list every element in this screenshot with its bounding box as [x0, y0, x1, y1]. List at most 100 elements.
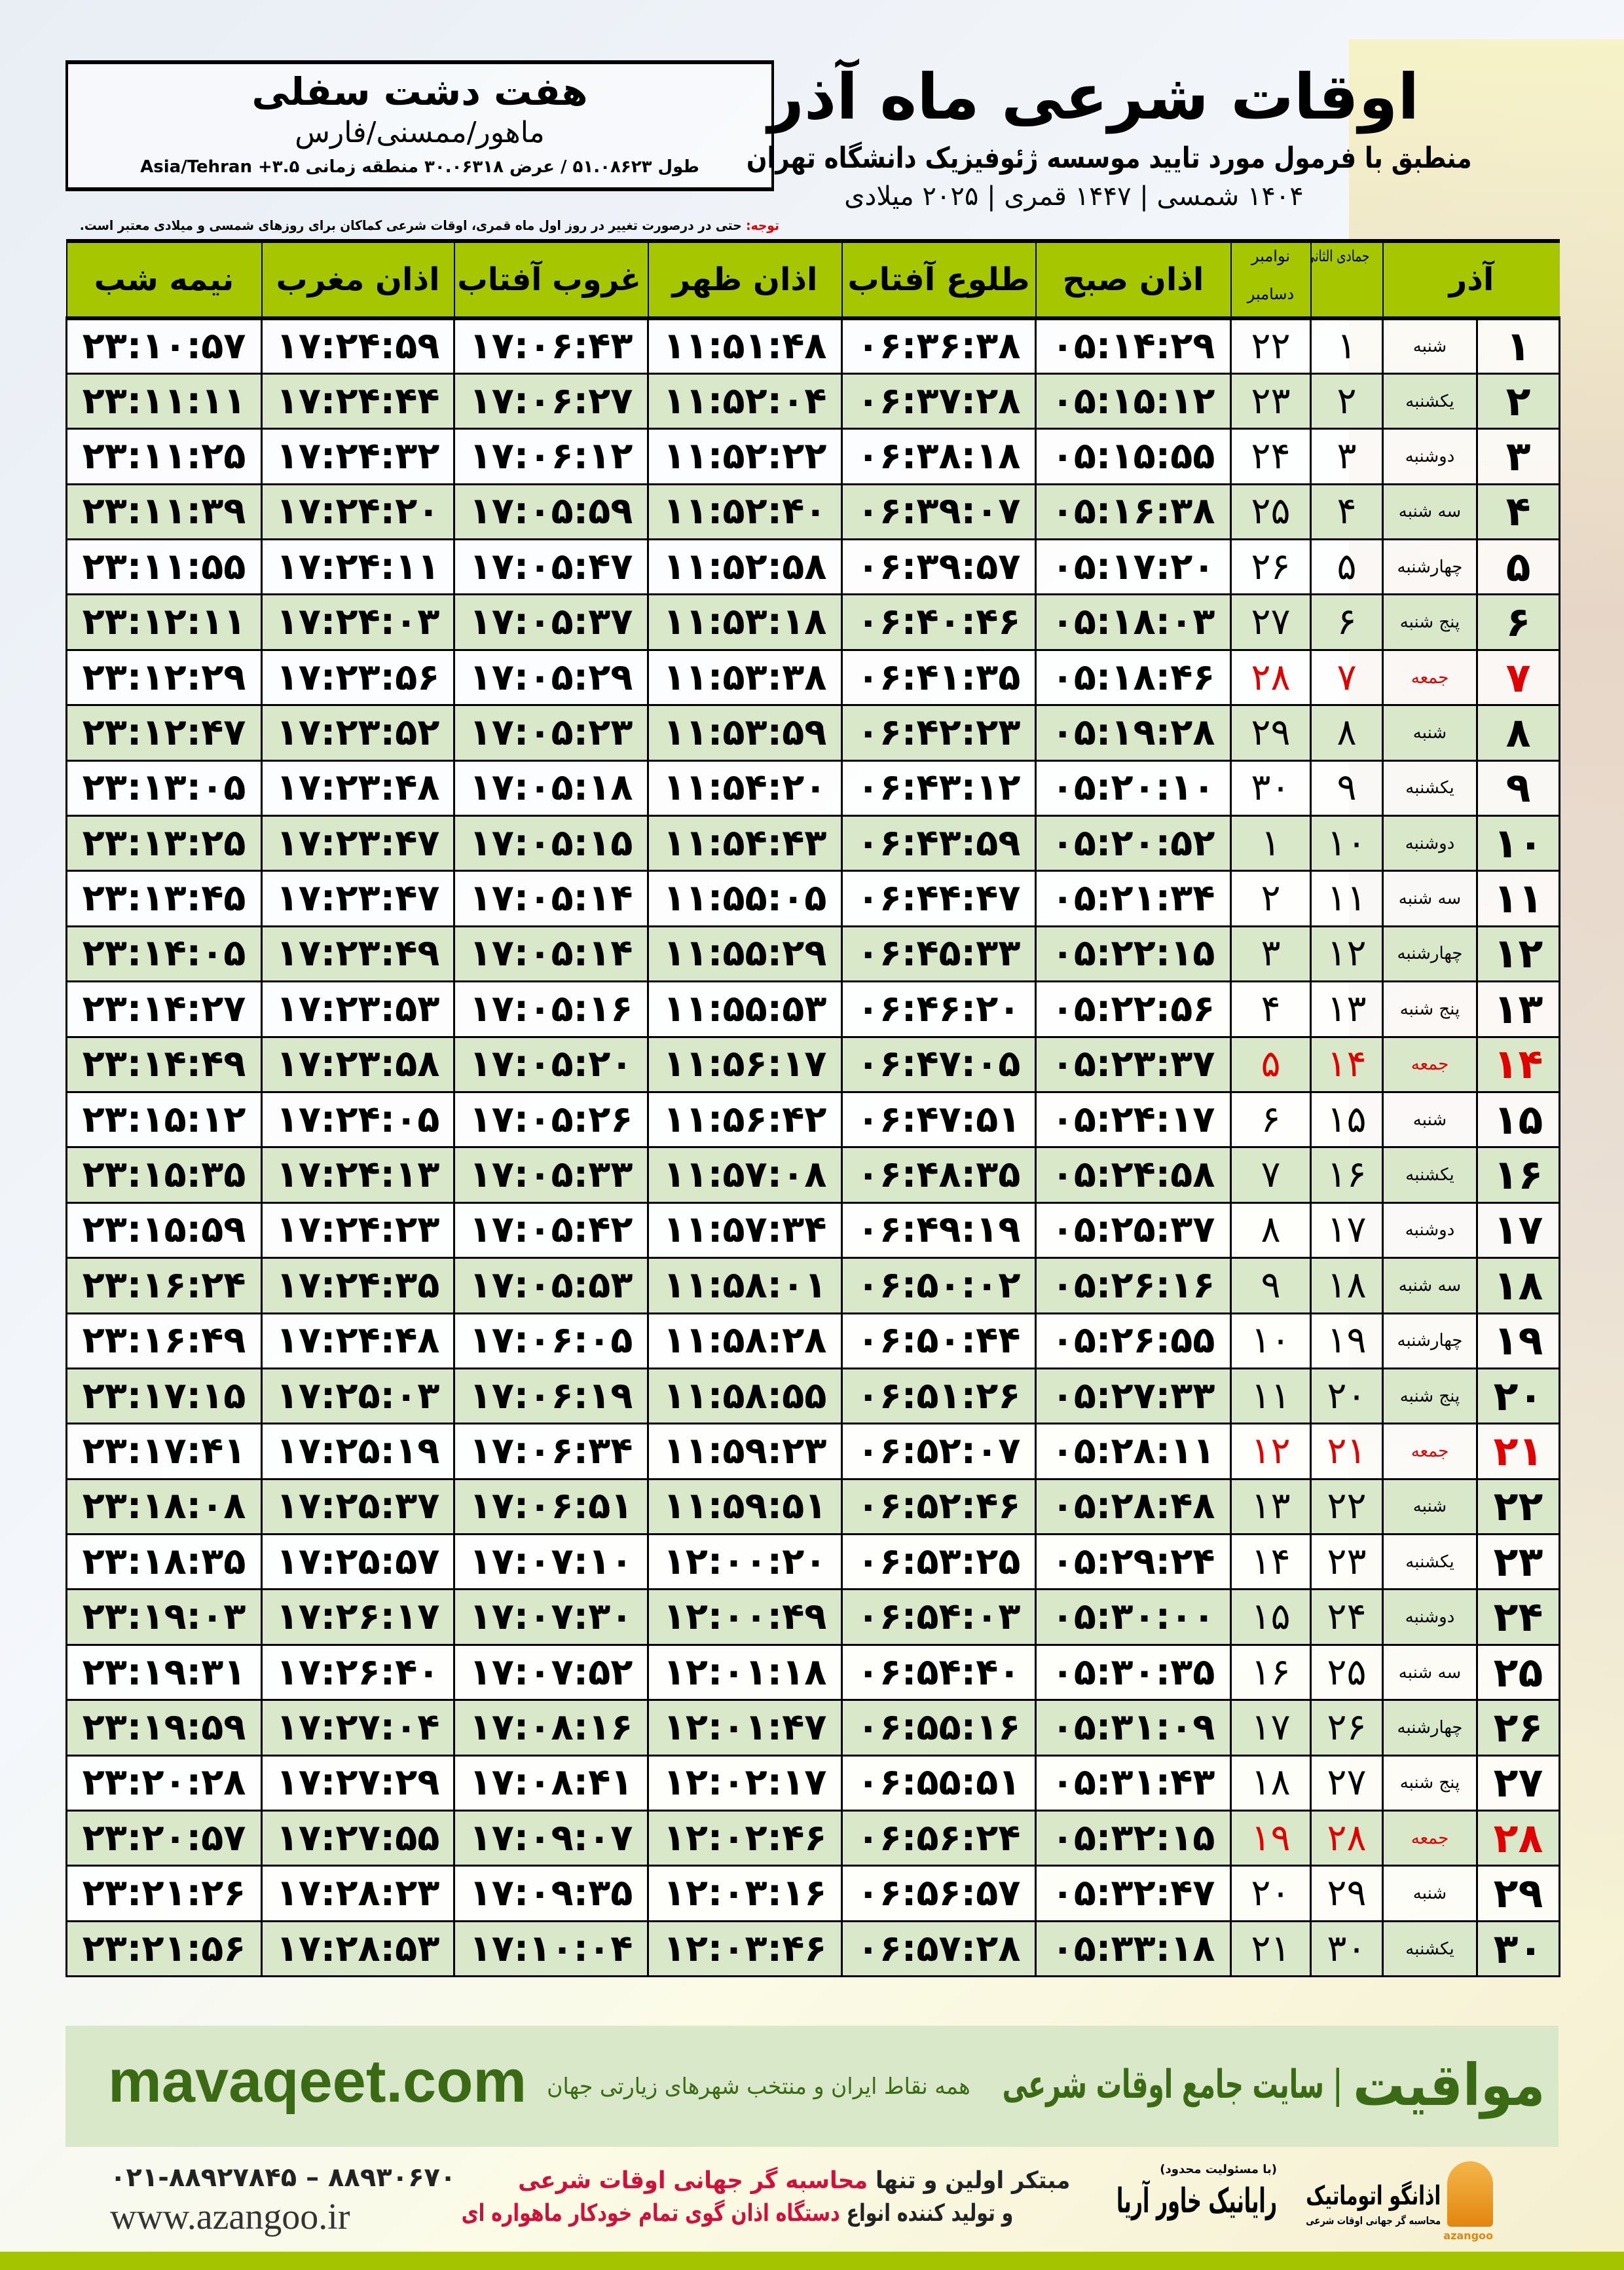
- cell-gregorian-day: ۲۴: [1251, 434, 1291, 477]
- cell-fajr: ۰۵:۳۳:۱۸: [1051, 1927, 1215, 1970]
- azangoo-logo: اذانگو اتوماتیک محاسبه گر جهانی اوقات شر…: [1297, 2161, 1493, 2242]
- cell-midnight: ۲۳:۱۵:۳۵: [82, 1153, 246, 1197]
- cell-midnight-wrap: ۲۳:۱۱:۱۱: [65, 372, 263, 430]
- cell-sunset-wrap: ۱۷:۰۵:۲۰: [453, 1035, 649, 1093]
- cell-hijri-day-wrap: ۱۲: [1310, 925, 1384, 983]
- cell-hijri-day: ۱۳: [1327, 987, 1367, 1030]
- cell-hijri-day-wrap: ۲۰: [1310, 1367, 1384, 1425]
- cell-gregorian-day-wrap: ۱۴: [1230, 1533, 1312, 1591]
- cell-hijri-day-wrap: ۵: [1310, 538, 1384, 596]
- cell-midnight-wrap: ۲۳:۲۱:۵۶: [65, 1920, 263, 1978]
- cell-dhuhr-wrap: ۱۱:۵۳:۵۹: [647, 704, 843, 762]
- cell-sunrise: ۰۶:۵۵:۵۱: [857, 1761, 1021, 1804]
- cell-fajr-wrap: ۰۵:۳۱:۴۳: [1035, 1754, 1232, 1812]
- cell-weekday: جمعه: [1411, 667, 1449, 688]
- cell-sunset-wrap: ۱۷:۰۶:۱۹: [453, 1367, 649, 1425]
- cell-midnight: ۲۳:۱۶:۲۴: [82, 1263, 246, 1307]
- cell-sunrise: ۰۶:۳۸:۱۸: [857, 434, 1021, 477]
- cell-day: ۲۱: [1493, 1427, 1543, 1475]
- cell-sunset-wrap: ۱۷:۰۵:۱۴: [453, 925, 649, 983]
- cell-sunset: ۱۷:۰۵:۳۷: [469, 601, 633, 644]
- cell-dhuhr: ۱۲:۰۰:۲۰: [663, 1540, 827, 1583]
- header-gregorian: نوامبر دسامبر: [1230, 239, 1311, 320]
- cell-fajr: ۰۵:۱۴:۲۹: [1051, 324, 1215, 367]
- cell-gregorian-day-wrap: ۲۶: [1230, 538, 1312, 596]
- cell-fajr-wrap: ۰۵:۲۷:۳۳: [1035, 1367, 1232, 1425]
- cell-sunrise-wrap: ۰۶:۵۳:۲۵: [841, 1533, 1037, 1591]
- cell-maghrib: ۱۷:۲۳:۵۲: [276, 711, 440, 754]
- cell-sunset-wrap: ۱۷:۰۷:۵۲: [453, 1643, 649, 1702]
- cell-sunrise-wrap: ۰۶:۴۵:۳۳: [841, 925, 1037, 983]
- cell-gregorian-day: ۱۲: [1251, 1430, 1291, 1472]
- cell-fajr-wrap: ۰۵:۳۲:۱۵: [1035, 1810, 1232, 1867]
- cell-hijri-day-wrap: ۲۸: [1310, 1810, 1384, 1867]
- azangoo-website[interactable]: www.azangoo.ir: [110, 2197, 350, 2237]
- table-row: ۲۹ شنبه ۲۹ ۲۰ ۰۵:۳۲:۴۷ ۰۶:۵۶:۵۷ ۱۲:۰۳:۱۶ ۱۷:۰۹:…: [65, 1865, 1560, 1922]
- cell-sunrise: ۰۶:۴۶:۲۰: [857, 987, 1021, 1030]
- cell-day-wrap: ۲۴: [1476, 1588, 1560, 1646]
- cell-midnight: ۲۳:۲۰:۲۸: [82, 1761, 246, 1804]
- cell-midnight-wrap: ۲۳:۱۲:۱۱: [65, 593, 263, 651]
- table-row: ۶ پنج شنبه ۶ ۲۷ ۰۵:۱۸:۰۳ ۰۶:۴۰:۴۶ ۱۱:۵۳:۱۸ ۱۷:۰…: [65, 593, 1560, 651]
- cell-dhuhr-wrap: ۱۱:۵۶:۱۷: [647, 1035, 843, 1093]
- cell-sunrise-wrap: ۰۶:۵۲:۴۶: [841, 1478, 1037, 1536]
- cell-midnight: ۲۳:۱۲:۱۱: [82, 601, 246, 644]
- cell-sunset: ۱۷:۰۵:۱۸: [469, 766, 633, 809]
- cell-dhuhr: ۱۱:۵۷:۳۴: [663, 1208, 827, 1252]
- cell-weekday-wrap: شنبه: [1382, 317, 1478, 375]
- cell-day-wrap: ۳: [1476, 428, 1560, 485]
- table-row: ۲۶ چهارشنبه ۲۶ ۱۷ ۰۵:۳۱:۰۹ ۰۶:۵۵:۱۶ ۱۲:۰۱:۴۷ ۱۷…: [65, 1699, 1560, 1757]
- site-link[interactable]: mavaqeet.com: [108, 2048, 527, 2115]
- cell-dhuhr-wrap: ۱۱:۵۱:۴۸: [647, 317, 843, 375]
- cell-fajr: ۰۵:۱۸:۴۶: [1051, 656, 1215, 699]
- cell-sunrise-wrap: ۰۶:۵۲:۰۷: [841, 1423, 1037, 1480]
- cell-midnight-wrap: ۲۳:۱۵:۱۲: [65, 1090, 263, 1149]
- table-row: ۱۵ شنبه ۱۵ ۶ ۰۵:۲۴:۱۷ ۰۶:۴۷:۵۱ ۱۱:۵۶:۴۲ ۱۷:۰۵:۲…: [65, 1090, 1560, 1149]
- cell-fajr: ۰۵:۲۱:۳۴: [1051, 877, 1215, 920]
- cell-midnight-wrap: ۲۳:۱۶:۲۴: [65, 1257, 263, 1314]
- cell-hijri-day-wrap: ۱۳: [1310, 980, 1384, 1038]
- cell-weekday: شنبه: [1412, 1109, 1447, 1130]
- cell-weekday-wrap: چهارشنبه: [1382, 538, 1478, 596]
- cell-gregorian-day-wrap: ۳۰: [1230, 759, 1312, 817]
- cell-gregorian-day-wrap: ۲: [1230, 870, 1312, 927]
- cell-weekday-wrap: یکشنبه: [1382, 1920, 1478, 1978]
- cell-midnight: ۲۳:۱۹:۵۹: [82, 1705, 246, 1749]
- cell-fajr-wrap: ۰۵:۲۶:۱۶: [1035, 1257, 1232, 1314]
- cell-dhuhr: ۱۱:۵۲:۵۸: [663, 545, 827, 588]
- cell-hijri-day-wrap: ۱۴: [1310, 1035, 1384, 1093]
- cell-fajr: ۰۵:۲۸:۱۱: [1051, 1430, 1215, 1472]
- year-line: ۱۴۰۴ شمسی | ۱۴۴۷ قمری | ۲۰۲۵ میلادی: [844, 181, 1304, 212]
- cell-gregorian-day-wrap: ۲۰: [1230, 1865, 1312, 1922]
- cell-sunrise: ۰۶:۳۷:۲۸: [857, 379, 1021, 422]
- cell-midnight: ۲۳:۱۲:۴۷: [82, 711, 246, 754]
- cell-maghrib-wrap: ۱۷:۲۳:۴۹: [261, 925, 455, 983]
- cell-day-wrap: ۹: [1476, 759, 1560, 817]
- cell-weekday-wrap: دوشنبه: [1382, 1201, 1478, 1259]
- cell-hijri-day: ۲: [1337, 379, 1357, 422]
- cell-weekday: چهارشنبه: [1397, 1717, 1463, 1738]
- cell-midnight: ۲۳:۱۳:۴۵: [82, 877, 246, 920]
- cell-maghrib-wrap: ۱۷:۲۳:۴۷: [261, 870, 455, 927]
- cell-fajr: ۰۵:۱۶:۳۸: [1051, 490, 1215, 533]
- cell-sunrise: ۰۶:۵۲:۰۷: [857, 1430, 1021, 1472]
- cell-weekday: چهارشنبه: [1397, 1331, 1463, 1351]
- cell-dhuhr-wrap: ۱۱:۵۲:۲۲: [647, 428, 843, 485]
- cell-dhuhr: ۱۱:۵۳:۵۹: [663, 711, 827, 754]
- cell-maghrib: ۱۷:۲۴:۱۱: [276, 545, 440, 588]
- cell-hijri-day: ۳: [1337, 434, 1357, 477]
- cell-gregorian-day: ۳: [1261, 932, 1281, 975]
- cell-gregorian-day: ۱۷: [1251, 1705, 1291, 1749]
- cell-hijri-day-wrap: ۲۹: [1310, 1865, 1384, 1922]
- promo-line1b: محاسبه گر جهانی اوقات شرعی: [517, 2167, 868, 2194]
- cell-maghrib-wrap: ۱۷:۲۴:۵۹: [261, 317, 455, 375]
- cell-fajr: ۰۵:۲۰:۵۲: [1051, 821, 1215, 865]
- cell-sunset: ۱۷:۰۶:۵۱: [469, 1485, 633, 1528]
- cell-hijri-day-wrap: ۲۲: [1310, 1478, 1384, 1536]
- cell-maghrib-wrap: ۱۷:۲۵:۰۳: [261, 1367, 455, 1425]
- cell-dhuhr: ۱۱:۵۲:۲۲: [663, 434, 827, 477]
- cell-hijri-day: ۲۸: [1327, 1816, 1367, 1859]
- cell-sunrise-wrap: ۰۶:۳۹:۵۷: [841, 538, 1037, 596]
- cell-gregorian-day: ۱: [1261, 821, 1281, 865]
- cell-sunrise: ۰۶:۴۲:۲۳: [857, 711, 1021, 754]
